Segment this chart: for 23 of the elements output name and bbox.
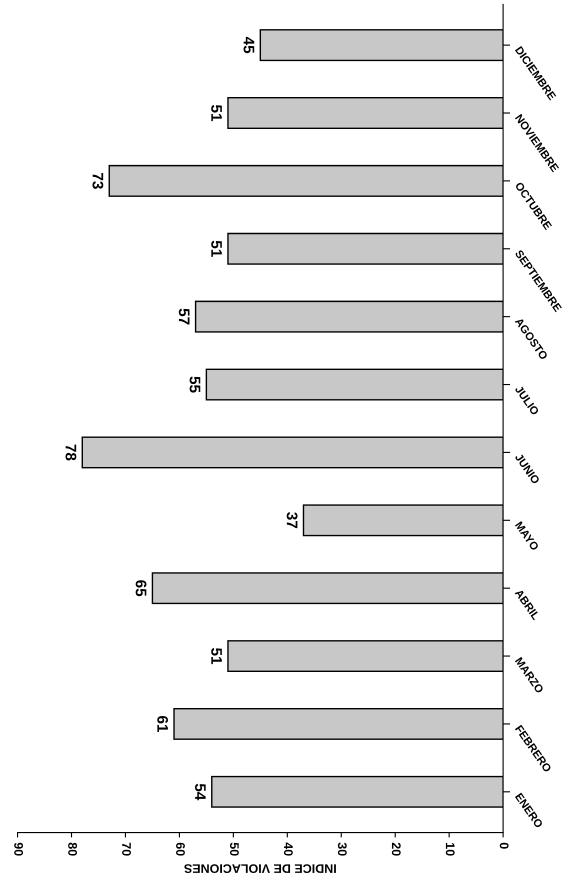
x-tick-label: 60	[176, 842, 185, 856]
x-tick-label: 90	[14, 842, 24, 856]
data-label: 78	[66, 444, 76, 460]
x-tick-label: 10	[446, 843, 455, 856]
x-tick-label: 80	[68, 842, 77, 856]
data-label: 65	[136, 580, 146, 596]
data-label: 51	[211, 648, 222, 664]
data-label: 51	[211, 104, 222, 122]
data-label: 37	[286, 512, 298, 528]
data-label: 57	[178, 308, 190, 324]
x-axis-title: INDICE DE VIOLACIONES	[184, 864, 336, 874]
x-tick-label: 0	[500, 842, 509, 849]
x-tick-label: 40	[284, 842, 293, 856]
data-label: 54	[194, 784, 206, 800]
x-tick-label: 70	[122, 842, 131, 856]
x-tick-label: 20	[392, 842, 401, 856]
data-label: 55	[190, 376, 200, 393]
data-label: 45	[244, 36, 254, 54]
data-label: 61	[157, 716, 168, 732]
x-tick-label: 30	[338, 842, 347, 856]
data-label: 51	[211, 240, 222, 257]
x-tick-label: 50	[230, 842, 239, 856]
data-label: 73	[92, 173, 104, 189]
